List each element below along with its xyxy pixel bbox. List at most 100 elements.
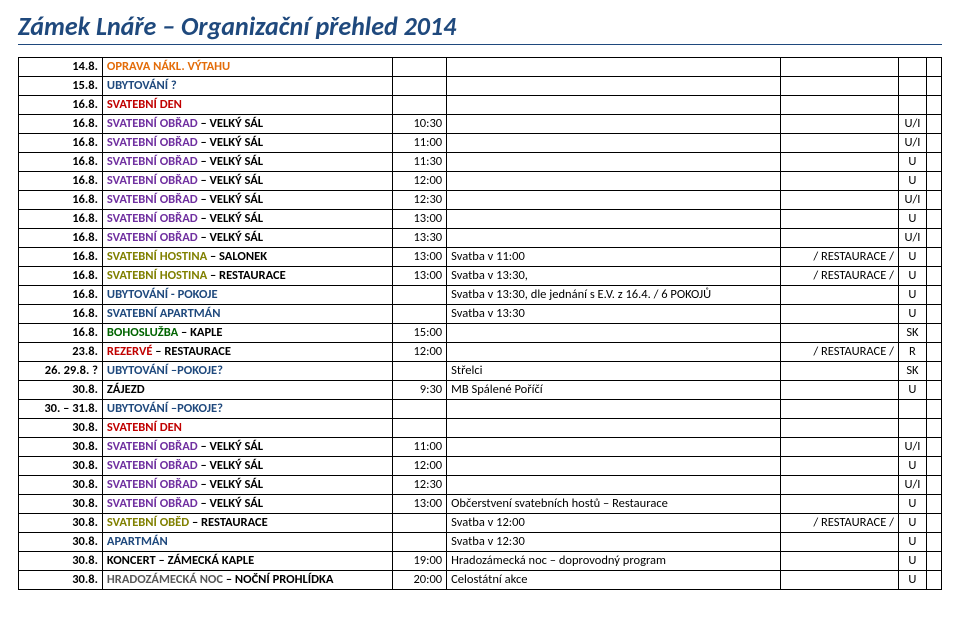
cell-time: 11:00 (393, 134, 447, 153)
cell-time: 13:00 (393, 267, 447, 286)
table-row: 16.8.SVATEBNÍ DEN (19, 96, 942, 115)
cell-flag: SK (898, 324, 926, 343)
event-text: SVATEBNÍ OBŘAD (107, 192, 198, 207)
cell-time: 15:00 (393, 324, 447, 343)
cell-note: Hradozámecká noc – doprovodný program (447, 552, 780, 571)
cell-time: 19:00 (393, 552, 447, 571)
cell-time (393, 514, 447, 533)
table-row: 30.8.KONCERT – ZÁMECKÁ KAPLE19:00Hradozá… (19, 552, 942, 571)
cell-date: 16.8. (19, 267, 103, 286)
cell-date: 30.8. (19, 476, 103, 495)
cell-restaurant (780, 172, 898, 191)
cell-time: 12:30 (393, 476, 447, 495)
cell-date: 30. – 31.8. (19, 400, 103, 419)
cell-date: 16.8. (19, 210, 103, 229)
cell-note: Svatba v 13:30 (447, 305, 780, 324)
cell-note (447, 153, 780, 172)
event-text: – VELKÝ SÁL (198, 135, 263, 150)
event-text: – VELKÝ SÁL (198, 192, 263, 207)
cell-event: UBYTOVÁNÍ –POKOJE? (102, 362, 392, 381)
cell-event: HRADOZÁMECKÁ NOC – NOČNÍ PROHLÍDKA (102, 571, 392, 590)
cell-time (393, 77, 447, 96)
event-text: – VELKÝ SÁL (198, 211, 263, 226)
cell-flag: U/I (898, 438, 926, 457)
event-text: SVATEBNÍ HOSTINA (107, 268, 207, 283)
cell-time: 13:00 (393, 248, 447, 267)
cell-time (393, 58, 447, 77)
table-row: 30. – 31.8.UBYTOVÁNÍ –POKOJE? (19, 400, 942, 419)
cell-event: SVATEBNÍ OBŘAD – VELKÝ SÁL (102, 153, 392, 172)
event-text: SVATEBNÍ OBŘAD (107, 496, 198, 511)
table-row: 30.8.HRADOZÁMECKÁ NOC – NOČNÍ PROHLÍDKA2… (19, 571, 942, 590)
schedule-table: 14.8.OPRAVA NÁKL. VÝTAHU15.8.UBYTOVÁNÍ ?… (18, 57, 942, 590)
cell-note (447, 419, 780, 438)
event-text: SVATEBNÍ OBŘAD (107, 116, 198, 131)
cell-time (393, 305, 447, 324)
cell-event: UBYTOVÁNÍ ? (102, 77, 392, 96)
table-row: 16.8.SVATEBNÍ OBŘAD – VELKÝ SÁL11:30U (19, 153, 942, 172)
cell-note: Svatba v 12:00 (447, 514, 780, 533)
cell-note: Celostátní akce (447, 571, 780, 590)
cell-note (447, 324, 780, 343)
event-text: BOHOSLUŽBA (107, 325, 178, 340)
cell-time: 11:00 (393, 438, 447, 457)
cell-event: SVATEBNÍ HOSTINA – RESTAURACE (102, 267, 392, 286)
event-text: REZERVÉ (107, 344, 153, 359)
cell-restaurant (780, 58, 898, 77)
cell-event: SVATEBNÍ OBŘAD – VELKÝ SÁL (102, 495, 392, 514)
cell-flag: U (898, 210, 926, 229)
cell-tail (926, 77, 941, 96)
cell-restaurant (780, 77, 898, 96)
cell-tail (926, 419, 941, 438)
cell-flag: U/I (898, 476, 926, 495)
cell-note (447, 457, 780, 476)
cell-date: 16.8. (19, 115, 103, 134)
cell-note (447, 134, 780, 153)
cell-flag: U (898, 381, 926, 400)
cell-event: UBYTOVÁNÍ - POKOJE (102, 286, 392, 305)
cell-date: 16.8. (19, 305, 103, 324)
event-text: SVATEBNÍ OBŘAD (107, 154, 198, 169)
cell-note (447, 58, 780, 77)
table-row: 16.8.SVATEBNÍ OBŘAD – VELKÝ SÁL13:00U (19, 210, 942, 229)
cell-time: 11:30 (393, 153, 447, 172)
event-text: – RESTAURACE (152, 344, 231, 359)
event-text: – RESTAURACE (189, 515, 268, 530)
cell-note (447, 77, 780, 96)
cell-flag: U (898, 457, 926, 476)
cell-event: SVATEBNÍ OBŘAD – VELKÝ SÁL (102, 229, 392, 248)
cell-tail (926, 115, 941, 134)
cell-tail (926, 552, 941, 571)
table-row: 16.8.SVATEBNÍ OBŘAD – VELKÝ SÁL12:30U/I (19, 191, 942, 210)
cell-event: SVATEBNÍ OBĚD – RESTAURACE (102, 514, 392, 533)
event-text: SVATEBNÍ OBŘAD (107, 477, 198, 492)
cell-tail (926, 305, 941, 324)
cell-flag: U/I (898, 229, 926, 248)
table-row: 15.8.UBYTOVÁNÍ ? (19, 77, 942, 96)
cell-time: 20:00 (393, 571, 447, 590)
cell-flag: U (898, 267, 926, 286)
cell-restaurant (780, 495, 898, 514)
cell-restaurant (780, 96, 898, 115)
cell-flag: U/I (898, 134, 926, 153)
cell-tail (926, 514, 941, 533)
cell-event: KONCERT – ZÁMECKÁ KAPLE (102, 552, 392, 571)
event-text: SVATEBNÍ OBŘAD (107, 230, 198, 245)
cell-date: 16.8. (19, 286, 103, 305)
cell-date: 30.8. (19, 533, 103, 552)
cell-tail (926, 134, 941, 153)
event-text: SVATEBNÍ OBŘAD (107, 211, 198, 226)
cell-flag: U (898, 248, 926, 267)
cell-time: 9:30 (393, 381, 447, 400)
table-row: 23.8.REZERVÉ – RESTAURACE12:00/ RESTAURA… (19, 343, 942, 362)
cell-date: 16.8. (19, 191, 103, 210)
cell-event: SVATEBNÍ DEN (102, 419, 392, 438)
event-text: – VELKÝ SÁL (198, 477, 263, 492)
cell-event: APARTMÁN (102, 533, 392, 552)
cell-note (447, 343, 780, 362)
cell-flag (898, 400, 926, 419)
cell-time: 12:00 (393, 457, 447, 476)
cell-event: SVATEBNÍ OBŘAD – VELKÝ SÁL (102, 438, 392, 457)
cell-time: 12:30 (393, 191, 447, 210)
cell-event: BOHOSLUŽBA – KAPLE (102, 324, 392, 343)
